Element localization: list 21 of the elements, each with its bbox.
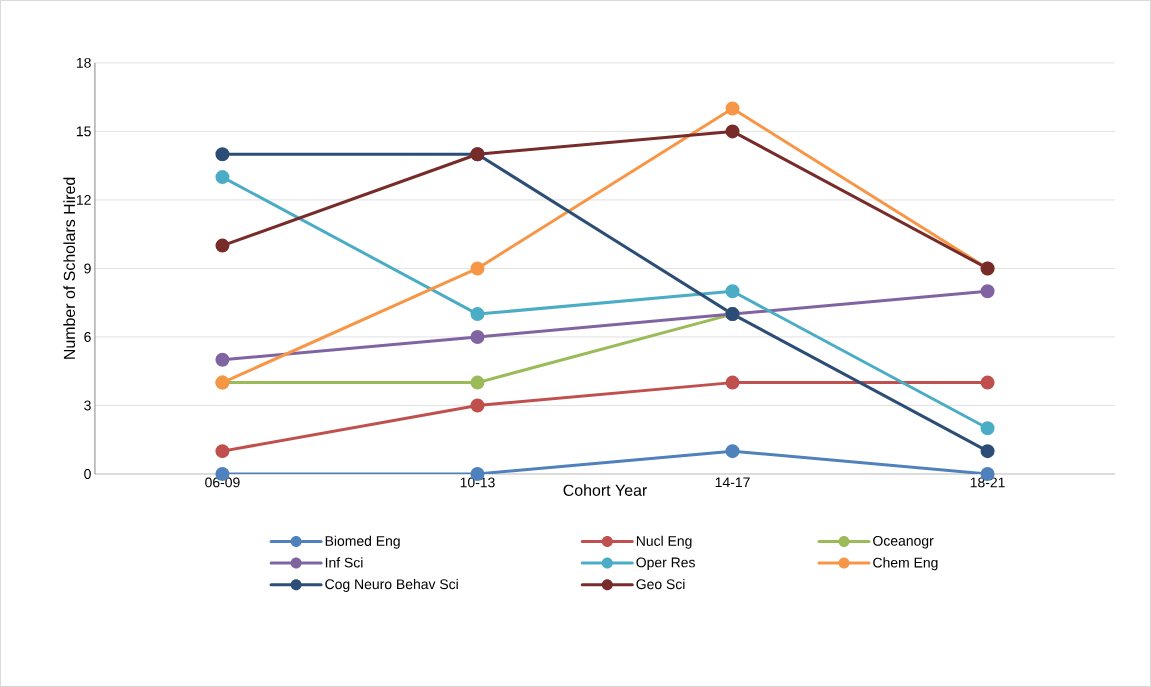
y-tick-label: 15 [76,126,91,137]
legend-label: Inf Sci [325,557,363,568]
y-tick-label: 3 [84,400,91,411]
y-tick-label: 18 [76,57,91,68]
legend-label: Geo Sci [636,578,685,590]
y-tick-label: 12 [76,195,91,205]
x-tick-label: 14-17 [715,477,750,488]
legend-label: Nucl Eng [636,535,692,549]
x-tick-label: 06-09 [205,477,240,488]
x-axis-title: Cohort Year [563,484,647,496]
legend-label: Biomed Eng [325,535,400,549]
legend-label: Oper Res [636,557,695,571]
y-tick-label: 9 [84,263,91,274]
y-tick-label: 6 [84,332,91,342]
x-tick-label: 10-13 [460,477,495,488]
legend-label: Chem Eng [873,557,938,571]
y-tick-label: 0 [84,469,91,479]
legend-label: Oceanogr [873,535,934,549]
x-tick-label: 18-21 [970,477,1005,488]
y-axis-title: Number of Scholars Hired [63,177,76,359]
legend-label: Cog Neuro Behav Sci [325,578,458,592]
